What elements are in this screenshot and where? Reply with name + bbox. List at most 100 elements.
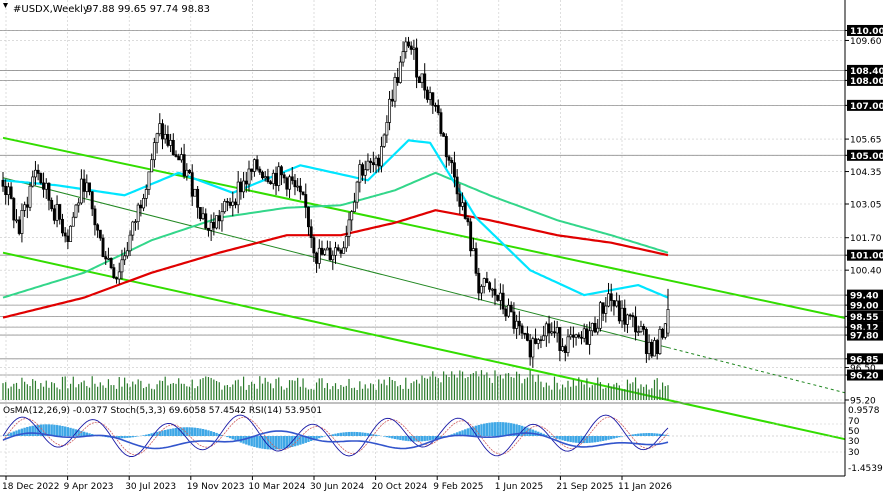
candle-body <box>639 326 643 332</box>
osma-bar <box>526 427 529 436</box>
candle-body <box>139 204 143 209</box>
osma-bar <box>455 432 459 436</box>
candle-body <box>309 226 313 239</box>
price-axis-label: 96.20 <box>850 372 878 382</box>
price-axis-label: 101.00 <box>850 252 885 262</box>
osma-bar <box>320 436 324 438</box>
candle-body <box>142 197 146 209</box>
time-axis: 18 Dec 2022 9 Apr 2023 30 Jul 2023 19 Nov 2… <box>0 475 845 492</box>
rsi-line <box>2 430 669 450</box>
candle-body <box>331 254 335 261</box>
dropdown-arrow-icon[interactable] <box>3 3 8 8</box>
osma-bar <box>477 424 480 436</box>
candle-body <box>507 304 510 317</box>
candle-body <box>496 294 500 301</box>
indicator-label: OsMA(12,26,9) -0.0377 Stoch(5,3,3) 69.60… <box>3 406 322 416</box>
candle-body <box>190 172 194 197</box>
candle-body <box>298 185 302 193</box>
candle-body <box>15 219 18 222</box>
time-axis-label: 10 Mar 2024 <box>248 482 305 492</box>
candle-body <box>4 185 8 196</box>
candle-body <box>512 311 516 329</box>
candle-body <box>315 252 319 264</box>
osma-bar <box>415 436 418 442</box>
candle-body <box>347 219 351 237</box>
osma-bar <box>331 434 334 436</box>
candle-body <box>455 176 459 195</box>
osma-bar <box>36 424 40 436</box>
candle-body <box>577 334 581 338</box>
osma-bar <box>9 432 13 436</box>
osma-bar <box>301 436 305 444</box>
candle-body <box>528 340 532 358</box>
candle-body <box>363 169 367 176</box>
candle-body <box>234 201 237 206</box>
candle-body <box>609 293 613 301</box>
svg-text:0.9578: 0.9578 <box>848 406 880 416</box>
candle-body <box>128 234 132 252</box>
osma-bar <box>288 436 291 448</box>
candle-body <box>553 331 556 334</box>
price-axis-label: 107.00 <box>850 102 885 112</box>
candle-body <box>263 176 267 179</box>
osma-bar <box>615 436 618 438</box>
osma-bar <box>558 436 562 440</box>
candle-body <box>66 235 70 242</box>
price-marker-bg <box>847 289 883 301</box>
osma-bar <box>150 433 153 436</box>
candle-body <box>390 98 394 102</box>
price-marker-bg <box>847 299 883 311</box>
osma-bar <box>480 424 483 436</box>
candle-body <box>498 292 502 301</box>
candle-body <box>228 201 232 206</box>
candle-body <box>471 248 475 252</box>
osma-bar <box>7 433 10 436</box>
candle-body <box>282 174 286 179</box>
osma-bar <box>612 436 616 439</box>
candle-body <box>374 157 378 166</box>
osma-bar <box>199 428 202 436</box>
osma-bar <box>396 436 399 440</box>
osma-bar <box>69 427 72 436</box>
osma-bar <box>515 424 518 436</box>
candle-body <box>320 247 324 255</box>
osma-bar <box>550 436 553 437</box>
candle-body <box>206 227 210 231</box>
osma-bar <box>272 436 275 450</box>
candle-body <box>317 247 321 264</box>
price-axis-label: 97.80 <box>850 332 878 342</box>
regression-channel <box>2 136 846 441</box>
candle-body <box>612 300 616 307</box>
candle-body <box>482 278 486 287</box>
time-axis-label: 20 Oct 2024 <box>372 482 428 492</box>
osma-bar <box>293 436 297 447</box>
candle-body <box>112 267 116 279</box>
osma-bar <box>28 426 32 436</box>
candle-body <box>580 336 583 339</box>
time-axis-label: 1 Jun 2025 <box>495 482 543 492</box>
candle-body <box>626 314 629 325</box>
candle-body <box>193 188 197 197</box>
candle-body <box>120 259 124 273</box>
candle-body <box>534 338 537 344</box>
osma-bar <box>442 436 445 438</box>
candle-body <box>196 188 200 208</box>
candle-body <box>647 341 651 354</box>
candle-body <box>223 201 227 213</box>
time-axis-label: 18 Dec 2022 <box>2 482 60 492</box>
osma-bar <box>261 436 264 449</box>
price-axis-label: 104.35 <box>850 168 882 178</box>
osma-bar <box>201 428 205 436</box>
osma-bar <box>177 427 180 436</box>
osma-bar <box>50 424 53 436</box>
osma-bar <box>285 436 289 449</box>
candle-body <box>71 216 75 227</box>
price-axis-label: 110.00 <box>850 27 885 37</box>
candle-body <box>209 221 213 231</box>
osma-bar <box>404 436 407 441</box>
candle-body <box>358 164 362 183</box>
svg-text:30: 30 <box>848 437 860 447</box>
osma-bar <box>312 436 316 441</box>
osma-bar <box>145 434 148 436</box>
